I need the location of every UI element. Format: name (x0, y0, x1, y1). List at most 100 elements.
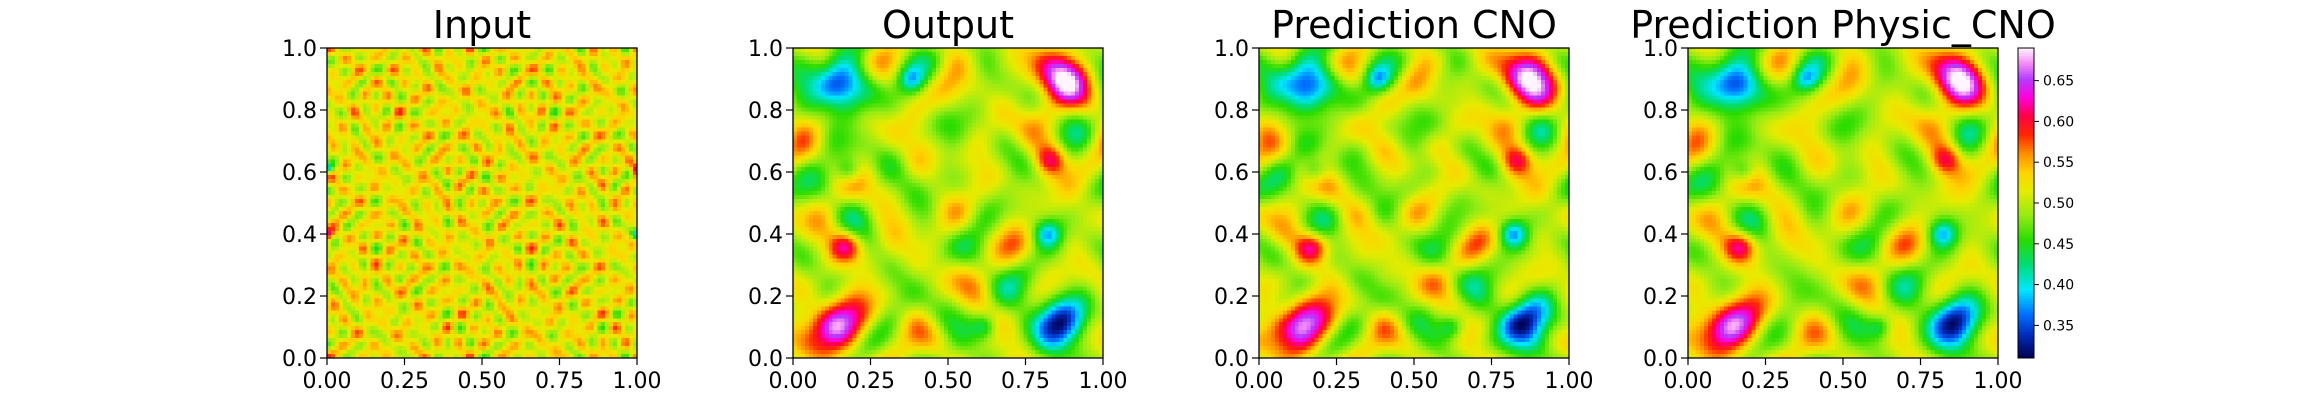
heatmap-cell (339, 88, 344, 93)
heatmap-cell (454, 294, 459, 299)
heatmap-cell (375, 88, 380, 93)
heatmap-cell (554, 271, 559, 276)
heatmap-cell (418, 52, 423, 57)
heatmap-cell (442, 247, 447, 252)
heatmap-cell (613, 251, 618, 256)
heatmap-cell (498, 88, 503, 93)
heatmap-cell (371, 48, 376, 53)
heatmap-cell (442, 199, 447, 204)
heatmap-cell (454, 247, 459, 252)
heatmap-cell (585, 294, 590, 299)
heatmap-cell (422, 143, 427, 148)
heatmap-cell (434, 155, 439, 160)
heatmap-cell (387, 175, 392, 180)
heatmap-cell (434, 60, 439, 65)
heatmap-cell (629, 247, 634, 252)
heatmap-cell (403, 267, 408, 272)
heatmap-cell (546, 171, 551, 176)
heatmap-cell (554, 231, 559, 236)
heatmap-cell (625, 282, 630, 287)
heatmap-cell (601, 267, 606, 272)
heatmap-cell (522, 56, 527, 61)
heatmap-cell (410, 139, 415, 144)
heatmap-cell (534, 72, 539, 77)
heatmap-cell (629, 139, 634, 144)
heatmap-cell (379, 219, 384, 224)
heatmap-cell (403, 167, 408, 172)
heatmap-cell (613, 215, 618, 220)
heatmap-cell (613, 100, 618, 105)
heatmap-cell (569, 275, 574, 280)
heatmap-cell (561, 191, 566, 196)
heatmap-cell (438, 219, 443, 224)
heatmap-cell (422, 135, 427, 140)
heatmap-cell (430, 120, 435, 125)
heatmap-cell (538, 235, 543, 240)
heatmap-cell (327, 279, 332, 284)
heatmap-cell (565, 131, 570, 136)
heatmap-cell (351, 100, 356, 105)
heatmap-cell (506, 191, 511, 196)
heatmap-cell (601, 171, 606, 176)
heatmap-cell (601, 235, 606, 240)
heatmap-cell (430, 84, 435, 89)
heatmap-cell (391, 143, 396, 148)
heatmap-cell (470, 251, 475, 256)
heatmap-cell (450, 219, 455, 224)
heatmap-cell (406, 255, 411, 260)
heatmap-cell (363, 203, 368, 208)
heatmap-cell (613, 159, 618, 164)
heatmap-cell (609, 56, 614, 61)
heatmap-cell (403, 52, 408, 57)
heatmap-cell (406, 68, 411, 73)
heatmap-cell (565, 251, 570, 256)
heatmap-cell (589, 267, 594, 272)
heatmap-cell (577, 251, 582, 256)
heatmap-cell (391, 207, 396, 212)
heatmap-cell (526, 207, 531, 212)
heatmap-cell (391, 243, 396, 248)
heatmap-cell (458, 151, 463, 156)
heatmap-cell (530, 48, 535, 53)
heatmap-cell (534, 207, 539, 212)
heatmap-cell (367, 227, 372, 232)
heatmap-cell (426, 207, 431, 212)
heatmap-cell (518, 68, 523, 73)
heatmap-cell (502, 207, 507, 212)
heatmap-cell (581, 191, 586, 196)
heatmap-cell (391, 80, 396, 85)
heatmap-cell (561, 76, 566, 81)
heatmap-cell (506, 219, 511, 224)
heatmap-cell (486, 219, 491, 224)
heatmap-cell (609, 68, 614, 73)
heatmap-cell (569, 286, 574, 291)
heatmap-cell (569, 124, 574, 129)
heatmap-cell (605, 131, 610, 136)
heatmap-cell (430, 171, 435, 176)
heatmap-cell (542, 275, 547, 280)
heatmap-cell (391, 112, 396, 117)
heatmap-cell (609, 108, 614, 113)
heatmap-cell (565, 279, 570, 284)
heatmap-cell (331, 251, 336, 256)
heatmap-cell (561, 131, 566, 136)
heatmap-cell (339, 108, 344, 113)
heatmap-cell (474, 68, 479, 73)
heatmap-cell (478, 239, 483, 244)
heatmap-cell (399, 127, 404, 132)
heatmap-cell (331, 298, 336, 303)
heatmap-cell (470, 124, 475, 129)
heatmap-cell (438, 294, 443, 299)
heatmap-cell (343, 116, 348, 121)
heatmap-cell (430, 143, 435, 148)
heatmap-cell (609, 80, 614, 85)
heatmap-cell (359, 131, 364, 136)
heatmap-cell (581, 183, 586, 188)
heatmap-cell (474, 163, 479, 168)
heatmap-cell (613, 175, 618, 180)
heatmap-cell (621, 48, 626, 53)
heatmap-cell (422, 131, 427, 136)
heatmap-cell (538, 127, 543, 132)
heatmap-cell (522, 108, 527, 113)
heatmap-cell (613, 282, 618, 287)
